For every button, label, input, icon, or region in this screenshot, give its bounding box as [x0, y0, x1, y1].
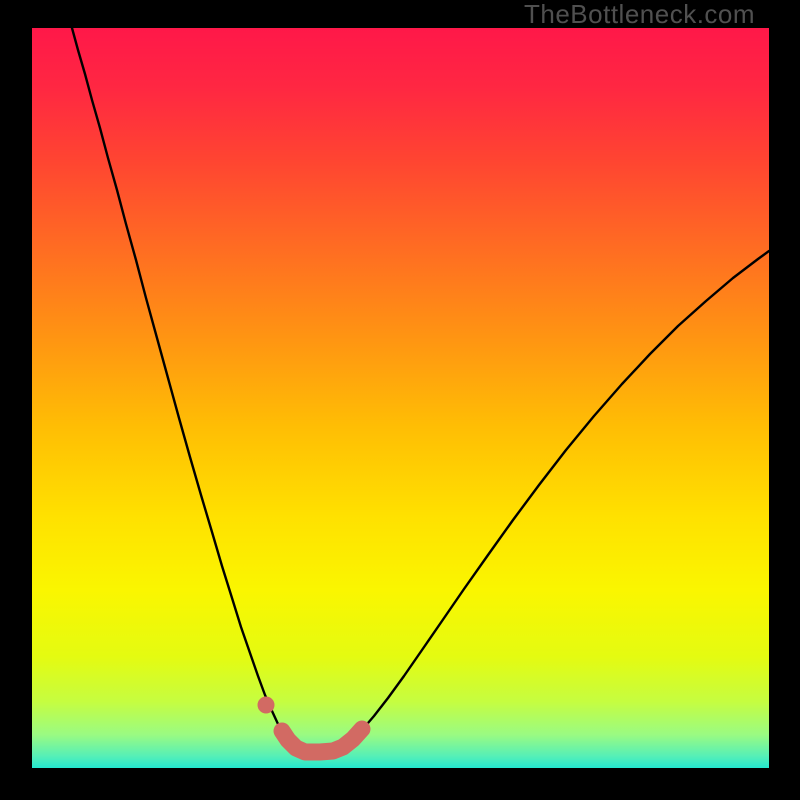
marker-path: [282, 729, 362, 752]
curve-left: [72, 28, 298, 749]
marker-dot: [258, 697, 275, 714]
curve-right: [338, 251, 769, 749]
watermark-text: TheBottleneck.com: [524, 0, 755, 30]
curves-svg: [32, 28, 769, 768]
plot-area: [32, 28, 769, 768]
